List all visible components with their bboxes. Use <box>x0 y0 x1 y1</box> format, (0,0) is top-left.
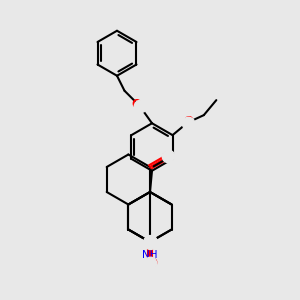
Text: O: O <box>147 257 157 270</box>
Text: O: O <box>131 98 142 111</box>
Text: O: O <box>184 115 194 128</box>
Text: NH: NH <box>142 250 158 260</box>
Text: O: O <box>161 150 171 163</box>
